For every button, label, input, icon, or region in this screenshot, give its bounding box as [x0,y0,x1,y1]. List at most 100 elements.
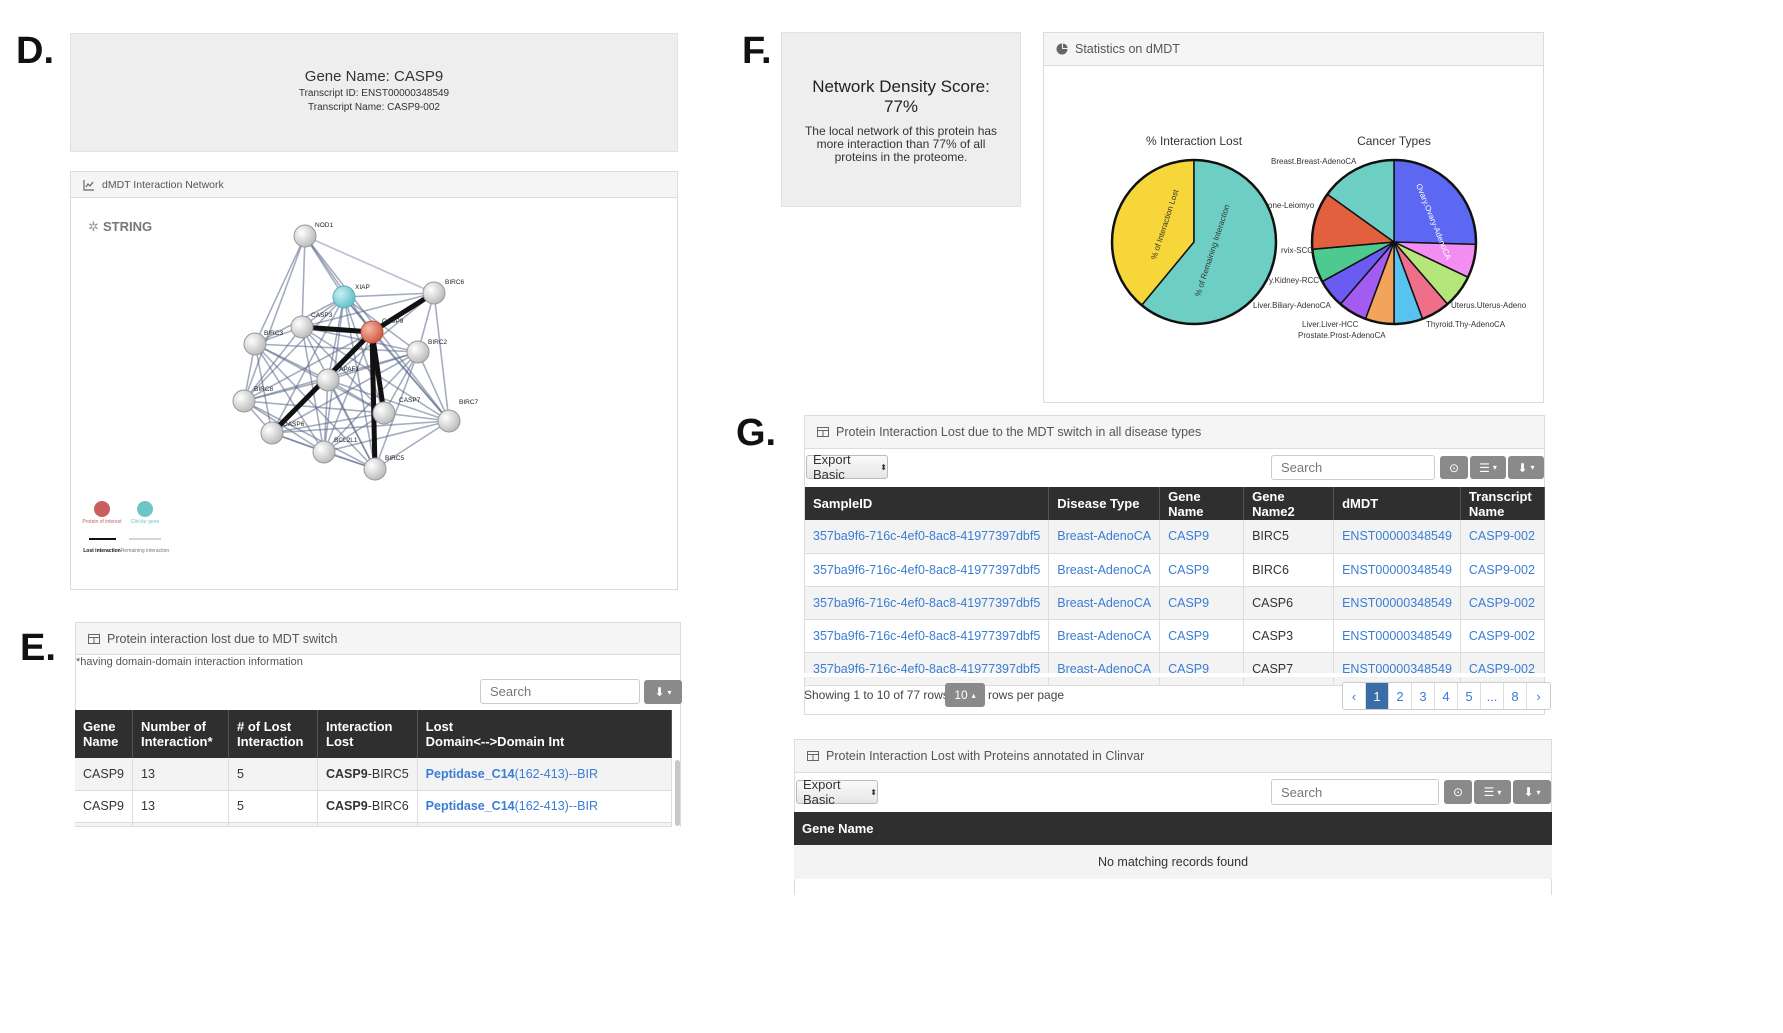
transcript-id: Transcript ID: ENST00000348549 [298,88,450,99]
col-clinvar-gene-name[interactable]: Gene Name [794,812,1552,845]
network-card-title: dMDT Interaction Network [102,178,224,191]
node-birc8[interactable] [232,389,256,413]
search-input-g[interactable]: Search [1271,455,1435,480]
node-apaf1[interactable] [316,368,340,392]
pie2-outline [1310,158,1478,326]
node-bcl2l1[interactable] [312,440,336,464]
page-1[interactable]: 1 [1366,683,1389,709]
page-5[interactable]: 5 [1458,683,1481,709]
col-gene-name2[interactable]: Gene Name2 [1243,487,1335,520]
toggle-view-button-g[interactable]: ⊙ [1440,456,1468,479]
interaction-lost-header: Protein interaction lost due to MDT swit… [76,623,680,655]
legend-lost-label: Lost interaction [83,548,121,554]
table-icon [817,426,829,438]
pie2-label-biliary: Liver.Biliary-AdenoCA [1253,301,1331,310]
node-casp7[interactable] [372,401,396,425]
download-icon: ⬇ [654,685,665,699]
node-casp9[interactable] [360,320,384,344]
pie2-label-kidney: y.Kidney-RCC [1269,276,1319,285]
label-birc2: BIRC2 [428,339,448,346]
node-casp6[interactable] [260,421,284,445]
columns-dropdown-g[interactable]: ☰ ▾ [1470,456,1506,479]
page-prev[interactable]: ‹ [1343,683,1366,709]
network-edges [243,235,450,470]
col-sampleid[interactable]: SampleID [805,487,1050,520]
table-icon [88,633,100,645]
domain-note: *having domain-domain interaction inform… [76,656,303,668]
network-card: dMDT Interaction Network ✲ STRING [70,171,678,590]
col-gene-name[interactable]: Gene Name [1159,487,1245,520]
col-disease-type[interactable]: Disease Type [1048,487,1161,520]
label-casp7: CASP7 [399,397,421,404]
label-birc3: BIRC3 [264,330,284,337]
table-row: 357ba9f6-716c-4ef0-8ac8-41977397dbf5 Brea… [805,553,1546,587]
legend-remaining-label: Remaining interaction [121,548,170,554]
showing-rows-text: Showing 1 to 10 of 77 rows [804,688,949,702]
pie2-label-breast: Breast.Breast-AdenoCA [1271,157,1357,166]
network-nodes [232,224,461,481]
node-casp3[interactable] [290,315,314,339]
label-birc6: BIRC6 [445,279,465,286]
pie1-title: % Interaction Lost [1146,134,1243,148]
export-basic-select-clinvar[interactable]: Export Basic ⬍ [796,777,878,807]
page-next[interactable]: › [1527,683,1550,709]
list-icon: ☰ [1479,460,1490,475]
network-density-box: Network Density Score: 77% The local net… [781,32,1021,207]
node-nod1[interactable] [293,224,317,248]
page-size-dropdown[interactable]: 10 ▴ [945,683,985,707]
legend-clinvar-dot [137,501,153,517]
table-row: CASP9 13 5 CASP9-BIRC6 Peptidase_C14(162… [75,790,673,823]
node-birc3[interactable] [243,332,267,356]
node-birc2[interactable] [406,340,430,364]
search-input-clinvar[interactable]: Search [1271,779,1439,805]
export-dropdown-g[interactable]: ⬇ ▾ [1508,456,1544,479]
line-chart-icon [83,179,95,191]
statistics-title: Statistics on dMDT [1075,42,1180,56]
search-input-e[interactable]: Search [480,679,640,704]
no-records-message: No matching records found [794,845,1552,879]
pie2-label-prostate: Prostate.Prost-AdenoCA [1298,331,1386,340]
node-birc6[interactable] [422,281,446,305]
col-dmdt[interactable]: dMDT [1333,487,1461,520]
export-basic-select-g[interactable]: Export Basic ⬍ [806,452,888,482]
download-icon: ⬇ [1517,460,1528,475]
statistics-header: Statistics on dMDT [1044,33,1543,66]
page-3[interactable]: 3 [1412,683,1435,709]
col-lost-interaction[interactable]: # of Lost Interaction [228,710,318,758]
node-birc7[interactable] [437,409,461,433]
page-4[interactable]: 4 [1435,683,1458,709]
table-e-scrollbar[interactable] [675,760,680,826]
pie2-label-bone: one-Leiomyo [1268,201,1315,210]
export-dropdown-clinvar[interactable]: ⬇ ▾ [1513,780,1551,804]
col-gene-name[interactable]: Gene Name [75,710,133,758]
label-birc5: BIRC5 [385,455,405,462]
network-legend: Protein of interest ClinVar gene Lost in… [82,501,169,554]
disease-types-table: SampleID Disease Type Gene Name Gene Nam… [805,487,1546,686]
node-birc5[interactable] [363,457,387,481]
page-2[interactable]: 2 [1389,683,1412,709]
label-casp3: CASP3 [311,312,333,319]
interaction-lost-table: Gene Name Number of Interaction* # of Lost… [75,710,673,827]
page-8[interactable]: 8 [1504,683,1527,709]
table-row: CASP9 13 5 CASP9-BIRC5 Peptidase_C14(162… [75,758,673,791]
pie2-title: Cancer Types [1357,134,1431,148]
label-apaf1: APAF1 [339,366,359,373]
density-description: The local network of this protein has mo… [804,124,998,164]
legend-protein-label: Protein of interest [82,519,122,525]
col-domain[interactable]: Lost Domain<-->Domain Int [417,710,673,758]
col-interaction-lost[interactable]: Interaction Lost [317,710,418,758]
gene-name-title: Gene Name: CASP9 [304,68,444,85]
node-xiap[interactable] [332,285,356,309]
label-casp9: CASP9 [382,318,404,325]
statistics-card: Statistics on dMDT % Interaction Lost Ca… [1043,32,1544,403]
legend-protein-dot [94,501,110,517]
col-number-of-interaction[interactable]: Number of Interaction* [132,710,229,758]
col-transcript-name[interactable]: Transcript Name [1460,487,1546,520]
label-birc7: BIRC7 [459,399,479,406]
download-dropdown-e[interactable]: ⬇ ▾ [644,680,682,704]
download-icon: ⬇ [1523,785,1534,799]
columns-dropdown-clinvar[interactable]: ☰ ▾ [1474,780,1511,804]
toggle-view-button-clinvar[interactable]: ⊙ [1444,780,1472,804]
table-row-partial [75,822,673,827]
table-icon [807,750,819,762]
